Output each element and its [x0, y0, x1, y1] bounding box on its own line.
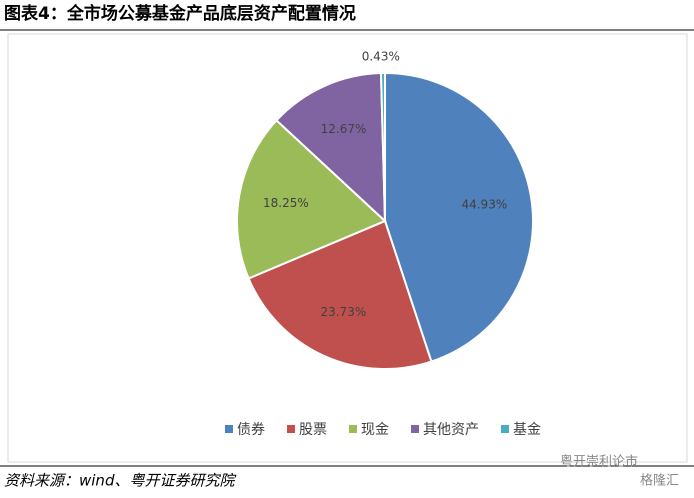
pie-slice [275, 72, 387, 224]
watermark: 格隆汇 [640, 473, 679, 489]
pie-slice [384, 71, 534, 363]
legend-swatch [287, 425, 295, 433]
legend-label: 基金 [513, 421, 541, 438]
legend-swatch [349, 425, 357, 433]
pie-slice [247, 219, 433, 370]
chart-frame [7, 33, 688, 463]
legend-label: 债券 [237, 422, 265, 438]
pie-slice [379, 71, 386, 222]
watermark: 粤开崇利论市 [560, 454, 638, 470]
data-label: 0.43% [362, 50, 400, 64]
source: 资料来源：wind、粤开证券研究院 [4, 472, 236, 490]
legend-swatch [225, 425, 233, 433]
legend-swatch [411, 425, 419, 433]
legend-label: 股票 [299, 422, 327, 438]
legend-label: 现金 [361, 422, 389, 438]
data-label: 12.67% [321, 122, 367, 136]
pie-slice [236, 118, 387, 280]
data-label: 44.93% [461, 198, 507, 212]
legend-label: 其他资产 [423, 422, 479, 438]
data-label: 18.25% [263, 196, 309, 210]
chart-title: 图表4：全市场公募基金产品底层资产配置情况 [4, 3, 356, 24]
data-label: 23.73% [320, 305, 366, 319]
legend-swatch [501, 425, 509, 433]
